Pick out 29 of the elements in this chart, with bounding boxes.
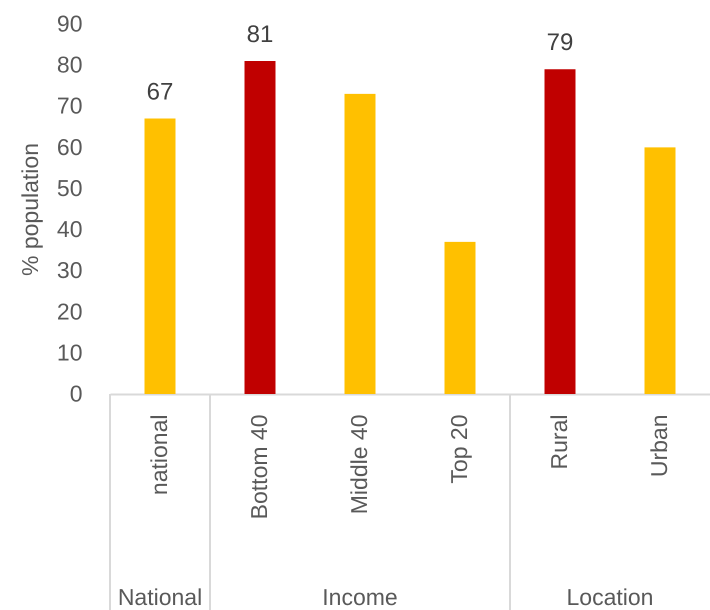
data-label: 79 (546, 29, 574, 56)
text: Location (566, 584, 654, 610)
y-tick-label: 60 (56, 134, 82, 160)
y-tick-label: 90 (56, 10, 82, 36)
y-tick-label: 40 (56, 216, 82, 242)
bar (244, 61, 276, 394)
y-tick-label: 80 (56, 52, 82, 78)
bar (444, 242, 476, 394)
bar (344, 94, 376, 394)
y-axis-title: % population (16, 143, 43, 276)
bar (544, 69, 576, 394)
y-tick-label: 20 (56, 298, 82, 324)
y-tick-label: 30 (56, 257, 82, 284)
text: Income (322, 584, 398, 610)
y-tick-label: 50 (56, 174, 82, 201)
x-tick-label: Rural (546, 414, 572, 470)
y-tick-label: 70 (56, 92, 82, 119)
x-tick-label: Bottom 40 (246, 414, 272, 520)
text: National (118, 584, 202, 610)
y-tick-label: 10 (56, 339, 82, 366)
x-tick-label: Urban (646, 414, 672, 478)
bar (644, 147, 676, 394)
data-label: 67 (146, 78, 174, 106)
data-label: 81 (246, 21, 274, 48)
x-tick-label: Top 20 (446, 414, 472, 484)
bar (144, 118, 176, 394)
y-tick-label: 0 (70, 380, 82, 406)
x-tick-label: Middle 40 (346, 414, 372, 514)
x-tick-label: national (146, 414, 172, 496)
